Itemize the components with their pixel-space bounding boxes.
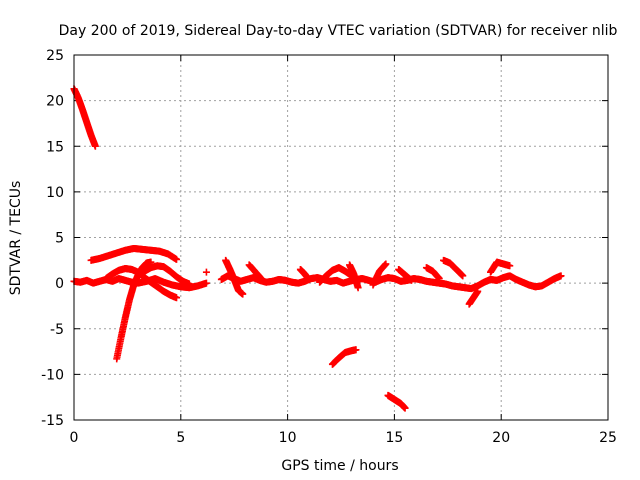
y-tick-label: 5: [55, 231, 64, 247]
data-point: [382, 260, 390, 268]
data-point: [435, 275, 443, 283]
tick-labels: 0 5 10 15 20 25 -15 -10 -5 0 5 10 15 20 25: [41, 48, 617, 446]
data-point: [185, 280, 193, 288]
data-point: [173, 294, 181, 302]
data-point: [401, 404, 409, 412]
data-point: [239, 290, 247, 298]
data-point: [506, 262, 514, 270]
y-tick-label: 0: [55, 276, 64, 292]
x-tick-label: 10: [279, 430, 297, 446]
plot-frame: [73, 54, 609, 421]
y-tick-label: 10: [46, 185, 64, 201]
y-tick-label: 25: [46, 48, 64, 64]
y-axis-label: SDTVAR / TECUs: [8, 181, 24, 296]
x-tick-label: 5: [176, 430, 185, 446]
y-tick-label: 20: [46, 94, 64, 110]
data-point: [91, 142, 99, 150]
y-tick-label: -10: [41, 367, 64, 383]
x-tick-label: 20: [492, 430, 510, 446]
x-axis-label: GPS time / hours: [281, 458, 398, 474]
y-tick-label: -5: [50, 322, 64, 338]
data-point: [407, 276, 415, 284]
chart-title: Day 200 of 2019, Sidereal Day-to-day VTE…: [59, 23, 618, 39]
data-point: [557, 272, 565, 280]
data-point: [202, 279, 210, 287]
data-point: [305, 275, 313, 283]
data-point: [354, 284, 362, 292]
data-point: [474, 287, 482, 295]
data-point: [352, 346, 360, 354]
data-point: [459, 272, 467, 280]
y-tick-label: -15: [41, 413, 64, 429]
data-point: [202, 268, 210, 276]
x-tick-label: 0: [70, 430, 79, 446]
x-tick-label: 15: [385, 430, 403, 446]
x-tick-label: 25: [599, 430, 617, 446]
y-tick-label: 15: [46, 139, 64, 155]
data-point: [173, 255, 181, 263]
data-points: [70, 85, 565, 412]
data-point: [258, 275, 266, 283]
